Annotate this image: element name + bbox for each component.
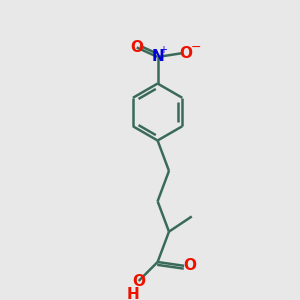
Text: O: O bbox=[130, 40, 143, 55]
Text: O: O bbox=[183, 258, 196, 273]
Text: H: H bbox=[127, 287, 139, 300]
Text: +: + bbox=[159, 45, 167, 55]
Text: O: O bbox=[132, 274, 145, 289]
Text: O: O bbox=[180, 46, 193, 61]
Text: N: N bbox=[151, 50, 164, 64]
Text: −: − bbox=[190, 41, 201, 54]
